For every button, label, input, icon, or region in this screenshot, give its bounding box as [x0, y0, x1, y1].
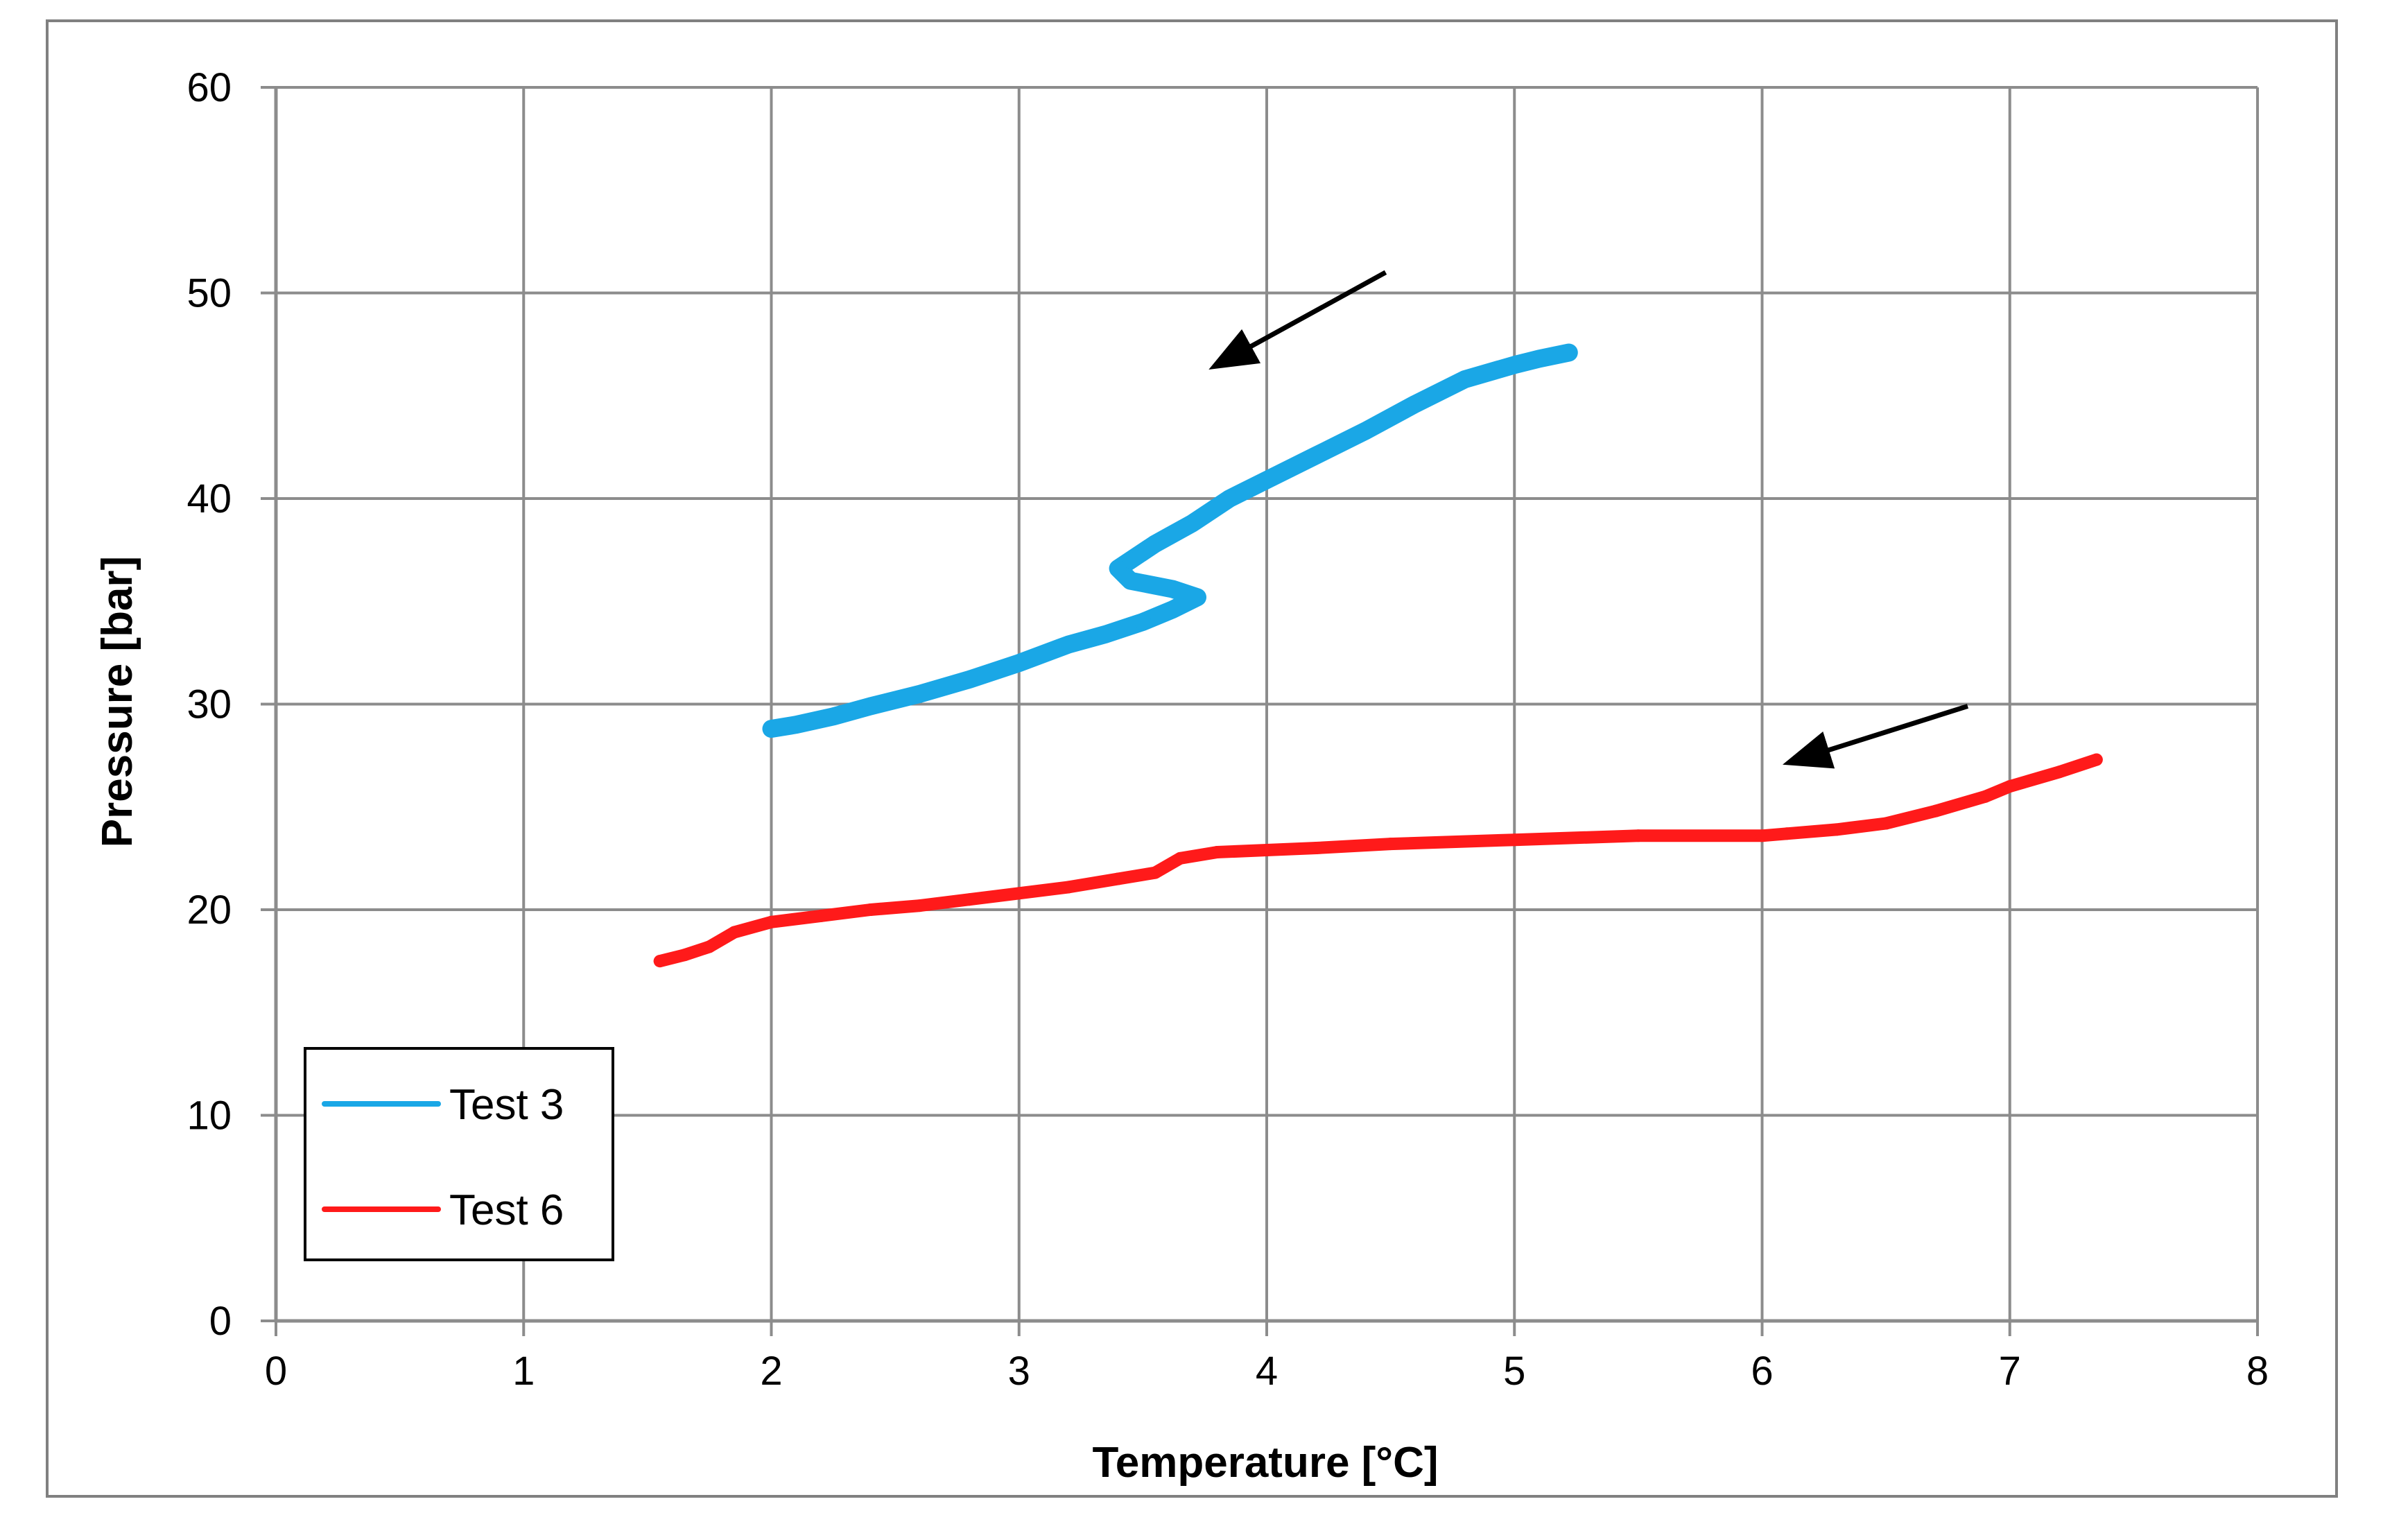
data-point-test-3 [1258, 471, 1275, 489]
data-point-test-6 [1062, 881, 1075, 894]
data-point-test-6 [1174, 851, 1186, 865]
data-point-test-3 [1122, 552, 1139, 569]
data-point-test-3 [1060, 636, 1077, 653]
data-point-test-6 [1780, 827, 1794, 840]
data-point-test-6 [1111, 872, 1125, 885]
data-point-test-3 [1189, 589, 1206, 606]
data-point-test-3 [1122, 572, 1139, 589]
data-point-test-3 [1134, 613, 1152, 630]
data-point-test-6 [1979, 790, 1991, 803]
y-tick-label-30: 30 [187, 682, 232, 727]
annotation-layer [1208, 270, 1969, 769]
data-point-test-6 [765, 915, 778, 928]
axis-layer: 0 10 20 30 40 50 60 0 1 2 3 4 5 6 7 8 [187, 65, 2269, 1394]
data-point-test-3 [1097, 625, 1114, 643]
data-point-test-6 [2003, 780, 2016, 793]
data-point-test-3 [1147, 535, 1164, 553]
data-point-test-3 [862, 698, 879, 715]
data-point-test-3 [1456, 371, 1473, 388]
trend-arrow-1 [1208, 270, 1387, 370]
y-tick-label-10: 10 [187, 1093, 232, 1139]
y-tick-label-60: 60 [187, 65, 232, 110]
data-point-test-6 [1880, 817, 1893, 830]
data-point-test-3 [788, 716, 805, 734]
data-point-test-3 [961, 670, 978, 688]
data-point-test-6 [678, 949, 691, 962]
data-point-test-3 [1109, 560, 1127, 577]
data-point-test-3 [1407, 395, 1424, 413]
data-point-test-6 [1756, 829, 1769, 842]
y-axis-title: Pressure [bar] [94, 556, 141, 847]
x-axis-title: Temperature [°C] [1092, 1439, 1438, 1487]
x-tick-label-7: 7 [1999, 1349, 2021, 1394]
data-point-test-6 [2090, 753, 2103, 766]
data-point-test-6 [1508, 833, 1521, 847]
y-tick-label-20: 20 [187, 888, 232, 933]
x-tick-label-8: 8 [2246, 1349, 2269, 1394]
data-point-test-6 [1631, 829, 1645, 842]
x-tick-label-3: 3 [1008, 1349, 1030, 1394]
data-point-test-6 [864, 903, 877, 916]
data-point-test-6 [1012, 887, 1025, 900]
x-tick-label-1: 1 [512, 1349, 535, 1394]
data-point-test-3 [1221, 490, 1238, 507]
data-point-test-3 [1164, 580, 1181, 598]
data-point-test-3 [1531, 350, 1548, 367]
x-tick-label-6: 6 [1751, 1349, 1773, 1394]
data-point-test-6 [1260, 844, 1273, 856]
series-layer [653, 343, 2103, 968]
data-point-test-3 [1010, 655, 1028, 672]
data-point-test-3 [1560, 344, 1577, 361]
data-point-test-6 [913, 899, 926, 912]
legend-label-test-6: Test 6 [449, 1186, 564, 1234]
legend-box [304, 1047, 614, 1261]
data-point-test-3 [1184, 514, 1201, 532]
data-point-test-6 [1384, 838, 1397, 851]
data-point-test-6 [1310, 842, 1323, 854]
data-point-test-6 [727, 926, 740, 939]
legend: Test 3 Test 6 [304, 1047, 614, 1261]
data-point-test-3 [763, 720, 780, 738]
x-tick-label-4: 4 [1256, 1349, 1278, 1394]
data-point-test-6 [1830, 823, 1843, 836]
series-line-test-6 [653, 753, 2103, 968]
data-point-test-3 [911, 685, 928, 702]
y-tick-label-0: 0 [209, 1299, 232, 1344]
data-point-test-6 [1929, 804, 1942, 817]
data-point-test-6 [703, 940, 716, 953]
data-point-test-3 [824, 708, 842, 725]
data-point-test-6 [1211, 846, 1224, 858]
data-point-test-3 [1357, 422, 1374, 440]
data-point-test-3 [1164, 601, 1181, 618]
data-point-test-6 [815, 909, 827, 922]
series-line-test-3 [762, 343, 1578, 738]
y-tick-label-50: 50 [187, 271, 232, 316]
data-point-test-6 [1149, 866, 1162, 879]
data-point-test-6 [2053, 765, 2066, 779]
trend-arrow-2 [1783, 704, 1969, 769]
data-point-test-3 [1506, 356, 1523, 374]
legend-label-test-3: Test 3 [449, 1081, 564, 1129]
data-point-test-6 [653, 955, 666, 968]
series-test-3 [762, 343, 1578, 738]
x-tick-label-2: 2 [760, 1349, 782, 1394]
x-tick-label-5: 5 [1503, 1349, 1525, 1394]
series-test-6 [653, 753, 2103, 968]
data-point-test-6 [963, 893, 976, 906]
y-tick-label-40: 40 [187, 476, 232, 521]
data-point-test-3 [1308, 447, 1325, 464]
x-tick-label-0: 0 [265, 1349, 287, 1394]
